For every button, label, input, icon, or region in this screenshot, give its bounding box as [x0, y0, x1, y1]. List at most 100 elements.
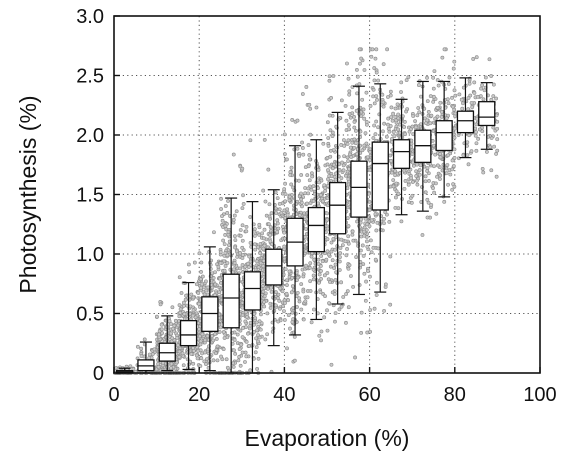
- box: [265, 189, 283, 347]
- scatter-point: [170, 336, 175, 341]
- scatter-point: [469, 149, 474, 154]
- scatter-point: [374, 119, 379, 124]
- scatter-point: [269, 289, 274, 294]
- scatter-point: [396, 116, 401, 121]
- y-tick-label: 2.5: [76, 66, 104, 88]
- scatter-point: [381, 129, 385, 134]
- box: [179, 281, 198, 371]
- scatter-point: [425, 215, 430, 220]
- box: [392, 98, 411, 216]
- scatter-point: [429, 113, 434, 118]
- scatter-point: [414, 169, 419, 174]
- box-body: [307, 206, 326, 253]
- scatter-point: [431, 75, 436, 80]
- scatter-point: [262, 299, 267, 304]
- scatter-point: [225, 211, 230, 215]
- scatter-point: [359, 248, 363, 253]
- scatter-point: [393, 173, 398, 178]
- scatter-point: [307, 265, 312, 270]
- scatter-point: [375, 280, 379, 285]
- box: [350, 85, 368, 296]
- scatter-point: [346, 159, 350, 164]
- scatter-point: [306, 143, 311, 147]
- scatter-point: [362, 116, 367, 121]
- scatter-point: [235, 332, 240, 337]
- scatter-point: [435, 163, 440, 168]
- scatter-point: [396, 127, 401, 132]
- scatter-point: [198, 342, 203, 347]
- scatter-point: [338, 255, 342, 259]
- scatter-point: [282, 298, 287, 303]
- scatter-point: [282, 152, 287, 157]
- scatter-point: [214, 337, 219, 341]
- scatter-point: [282, 132, 287, 137]
- scatter-point: [305, 201, 309, 206]
- box: [456, 77, 475, 159]
- scatter-point: [368, 158, 372, 163]
- scatter-point: [478, 94, 483, 99]
- scatter-point: [197, 251, 202, 256]
- scatter-point: [333, 311, 338, 316]
- scatter-point: [325, 237, 330, 242]
- y-tick-label: 0: [93, 363, 104, 385]
- scatter-point: [466, 162, 471, 167]
- scatter-point: [339, 176, 344, 181]
- scatter-point: [158, 302, 163, 307]
- scatter-point: [494, 174, 499, 179]
- scatter-point: [199, 269, 203, 274]
- scatter-point: [246, 265, 251, 270]
- scatter-point: [297, 299, 302, 304]
- scatter-point: [232, 213, 237, 218]
- scatter-point: [409, 176, 414, 181]
- scatter-point: [359, 56, 364, 61]
- scatter-point: [275, 229, 280, 234]
- scatter-point: [176, 343, 180, 348]
- scatter-point: [243, 310, 248, 315]
- scatter-point: [353, 141, 358, 146]
- scatter-point: [283, 199, 288, 204]
- scatter-point: [256, 333, 260, 338]
- scatter-point: [365, 222, 370, 227]
- scatter-point: [380, 92, 385, 97]
- scatter-point: [202, 292, 207, 297]
- scatter-point: [404, 109, 409, 114]
- scatter-point: [404, 78, 409, 83]
- scatter-point: [262, 243, 267, 248]
- scatter-point: [469, 100, 474, 105]
- scatter-point: [474, 148, 479, 153]
- scatter-point: [170, 305, 175, 310]
- scatter-point: [252, 312, 257, 316]
- scatter-point: [319, 329, 324, 334]
- scatter-point: [173, 318, 178, 323]
- scatter-point: [309, 187, 314, 192]
- scatter-point: [448, 172, 453, 177]
- scatter-point: [471, 57, 476, 61]
- scatter-point: [297, 213, 302, 218]
- scatter-point: [283, 267, 288, 271]
- scatter-point: [223, 264, 228, 268]
- scatter-point: [302, 214, 307, 219]
- scatter-point: [220, 218, 225, 223]
- y-axis-title: Photosynthesis (%): [15, 95, 41, 293]
- scatter-point: [411, 163, 416, 168]
- scatter-point: [275, 218, 280, 223]
- scatter-point: [381, 62, 386, 67]
- scatter-point: [406, 200, 411, 205]
- scatter-point: [231, 361, 236, 366]
- scatter-point: [317, 180, 322, 185]
- scatter-point: [362, 143, 367, 148]
- scatter-point: [387, 129, 392, 134]
- scatter-point: [323, 188, 328, 193]
- scatter-point: [369, 238, 373, 243]
- scatter-point: [354, 128, 358, 133]
- scatter-point: [258, 251, 263, 256]
- scatter-point: [322, 183, 327, 188]
- scatter-point: [389, 105, 394, 110]
- scatter-point: [423, 179, 428, 184]
- scatter-point: [278, 286, 283, 291]
- scatter-point: [233, 234, 237, 239]
- scatter-point: [204, 279, 208, 284]
- scatter-point: [329, 249, 334, 254]
- scatter-point: [386, 126, 391, 131]
- scatter-point: [262, 227, 267, 232]
